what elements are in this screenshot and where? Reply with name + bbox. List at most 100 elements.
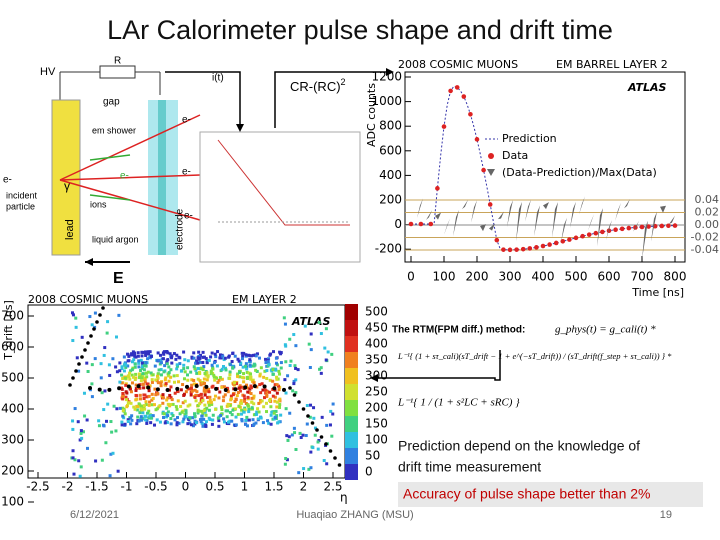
heat-cell bbox=[213, 378, 217, 382]
data-point bbox=[659, 223, 665, 229]
colorbar-cell bbox=[345, 336, 358, 352]
profile-point bbox=[337, 463, 342, 467]
heat-cell bbox=[240, 417, 244, 421]
heat-cell bbox=[278, 405, 282, 409]
heat-cell bbox=[158, 353, 162, 357]
heat-cell bbox=[252, 364, 256, 368]
heat-cell bbox=[186, 378, 190, 382]
heat-cell bbox=[102, 408, 106, 412]
x-tick-label: 400 bbox=[532, 270, 555, 284]
heat-cell bbox=[151, 373, 155, 377]
heat-cell bbox=[249, 375, 253, 379]
colorbar-cell bbox=[345, 464, 358, 480]
profile-point bbox=[107, 387, 112, 392]
heat-cell bbox=[159, 368, 163, 372]
heat-cell bbox=[79, 429, 83, 433]
heat-cell bbox=[99, 376, 103, 380]
data-point bbox=[474, 137, 480, 142]
heat-cell bbox=[142, 386, 146, 390]
colorbar-label: 350 bbox=[365, 353, 388, 367]
heat-cell bbox=[268, 353, 272, 357]
label: e- bbox=[184, 211, 193, 222]
heat-cell bbox=[275, 363, 279, 367]
heat-cell bbox=[244, 422, 248, 426]
heat-cell bbox=[249, 386, 253, 390]
residual-point bbox=[543, 202, 549, 210]
heat-cell bbox=[258, 383, 262, 387]
heat-cell bbox=[166, 396, 170, 400]
heat-cell bbox=[173, 391, 177, 395]
residual-point bbox=[606, 220, 612, 240]
heat-cell bbox=[325, 423, 329, 427]
heat-cell bbox=[189, 370, 193, 374]
note: Prediction depend on the knowledge of bbox=[398, 438, 640, 454]
profile-point bbox=[117, 386, 122, 391]
heat-cell bbox=[219, 414, 223, 418]
heat-cell bbox=[224, 409, 228, 413]
heat-cell bbox=[144, 400, 148, 404]
colorbar-cell bbox=[345, 368, 358, 384]
heat-cell bbox=[246, 386, 250, 390]
heat-cell bbox=[268, 390, 272, 394]
pulse-plot: 2008 COSMIC MUONS EM BARREL LAYER 2 ATLA… bbox=[365, 58, 719, 299]
heat-cell bbox=[244, 418, 248, 422]
profile-point bbox=[95, 320, 99, 324]
heat-cell bbox=[140, 418, 144, 422]
heat-cell bbox=[255, 385, 259, 389]
heat-cell bbox=[191, 424, 195, 428]
heat-cell bbox=[207, 387, 211, 391]
x-tick-label: 600 bbox=[598, 270, 621, 284]
heat-cell bbox=[137, 376, 141, 380]
heat-cell bbox=[278, 372, 282, 376]
heat-cell bbox=[245, 383, 249, 387]
label: HV bbox=[40, 66, 56, 78]
heat-cell bbox=[85, 418, 89, 422]
heat-cell bbox=[203, 391, 207, 395]
heat-cell bbox=[249, 392, 253, 396]
heat-cell bbox=[273, 416, 277, 420]
heat-cell bbox=[245, 418, 249, 422]
heat-cell bbox=[90, 363, 94, 367]
heat-cell bbox=[205, 378, 209, 382]
heat-cell bbox=[172, 352, 176, 356]
profile-point bbox=[262, 384, 267, 389]
profile-point bbox=[97, 387, 102, 392]
heat-cell bbox=[279, 352, 283, 356]
heat-cell bbox=[167, 365, 171, 369]
heat-cell bbox=[71, 456, 75, 460]
heat-cell bbox=[163, 364, 167, 368]
heat-cell bbox=[110, 430, 114, 434]
x-tick-label: 2 bbox=[300, 480, 308, 494]
heat-cell bbox=[250, 400, 254, 404]
heat-cell bbox=[242, 372, 246, 376]
heat-cell bbox=[182, 393, 186, 397]
profile-point bbox=[175, 386, 180, 391]
heat-cell bbox=[169, 385, 173, 389]
heat-cell bbox=[246, 404, 250, 408]
heat-cell bbox=[266, 360, 270, 364]
heat-cell bbox=[150, 403, 154, 407]
y-tick-label: 400 bbox=[379, 168, 402, 182]
colorbar-cell bbox=[345, 352, 358, 368]
x-tick-label: 300 bbox=[499, 270, 522, 284]
heat-cell bbox=[105, 331, 109, 335]
heat-cell bbox=[118, 361, 122, 365]
heat-cell bbox=[275, 391, 279, 395]
heat-cell bbox=[258, 400, 262, 404]
heat-cell bbox=[133, 377, 137, 381]
heat-cell bbox=[148, 415, 152, 419]
method-heading: The RTM(FPM diff.) method: bbox=[392, 325, 525, 336]
data-point bbox=[441, 124, 447, 129]
label: ions bbox=[90, 199, 107, 209]
heat-cell bbox=[176, 390, 180, 394]
plot-title: 2008 COSMIC MUONS bbox=[28, 293, 148, 306]
heat-cell bbox=[143, 380, 147, 384]
heat-cell bbox=[266, 419, 270, 423]
heat-cell bbox=[166, 351, 170, 355]
x-tick-label: -2 bbox=[62, 480, 74, 494]
heat-cell bbox=[271, 394, 275, 398]
heat-cell bbox=[120, 373, 124, 377]
heat-cell bbox=[99, 362, 103, 366]
heat-cell bbox=[192, 365, 196, 369]
heat-cell bbox=[248, 363, 252, 367]
